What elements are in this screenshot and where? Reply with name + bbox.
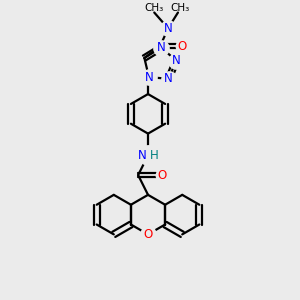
Text: N: N xyxy=(172,54,181,67)
Text: N: N xyxy=(157,41,166,54)
Text: O: O xyxy=(177,40,187,52)
Text: N: N xyxy=(164,72,173,85)
Text: N: N xyxy=(145,71,153,84)
Text: O: O xyxy=(143,228,153,241)
Text: N: N xyxy=(164,22,172,35)
Text: O: O xyxy=(157,169,167,182)
Text: CH₃: CH₃ xyxy=(170,3,190,13)
Text: H: H xyxy=(150,149,159,162)
Text: N: N xyxy=(138,149,147,162)
Text: CH₃: CH₃ xyxy=(145,3,164,13)
